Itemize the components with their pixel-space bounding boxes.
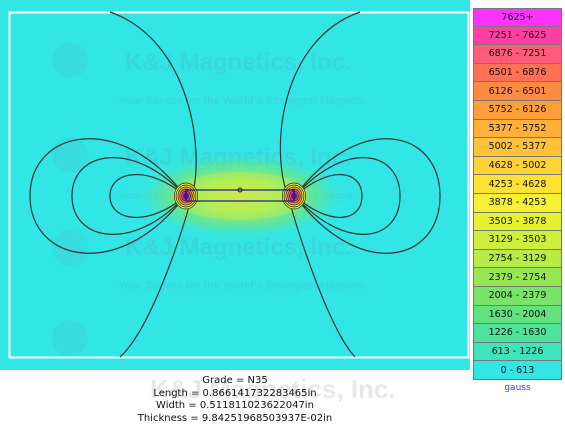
legend-band: 3503 - 3878 — [473, 212, 562, 232]
legend-band: 5377 - 5752 — [473, 119, 562, 139]
length-text: Length = 0.866141732283465in — [153, 387, 317, 399]
legend-band-label: 613 - 1226 — [491, 345, 544, 357]
thickness-text: Thickness = 9.84251968503937E-02in — [137, 412, 333, 424]
legend-band: 3878 - 4253 — [473, 193, 562, 213]
magnet-specs: Grade = N35 Length = 0.866141732283465in… — [0, 375, 470, 425]
legend-band: 1226 - 1630 — [473, 324, 562, 343]
watermark-tagline: Your Source for the World's Strongest Ma… — [118, 280, 365, 292]
legend-band-label: 4628 - 5002 — [488, 160, 547, 172]
legend-band-label: 4253 - 4628 — [488, 178, 547, 190]
field-line — [71, 157, 186, 235]
legend-band-label: 5752 - 6126 — [488, 104, 547, 116]
legend-band-label: 0 - 613 — [500, 364, 535, 376]
legend-band: 5002 - 5377 — [473, 138, 562, 157]
field-glow-core — [172, 172, 308, 220]
field-line — [294, 174, 363, 218]
legend-band-label: 2754 - 3129 — [488, 253, 547, 265]
legend-band: 7625+ — [473, 8, 562, 27]
watermark-logo-icon — [52, 137, 88, 173]
legend-band: 0 - 613 — [473, 361, 562, 380]
legend-band-label: 7251 - 7625 — [488, 29, 547, 41]
legend-band: 1630 - 2004 — [473, 305, 562, 325]
legend-band-label: 1630 - 2004 — [488, 308, 547, 320]
width-text: Width = 0.511811023622047in — [156, 400, 314, 411]
watermark-logo-icon — [52, 230, 88, 266]
legend-band: 4628 - 5002 — [473, 156, 562, 176]
field-legend: 7625+ 7251 - 7625 6876 - 7251 6501 - 6876 61… — [473, 8, 563, 393]
legend-band: 6126 - 6501 — [473, 82, 562, 101]
legend-band: 2754 - 3129 — [473, 249, 562, 269]
watermark-brand: K&J Magnetics, Inc. — [125, 49, 352, 76]
legend-band-label: 2004 - 2379 — [488, 290, 547, 302]
legend-band-label: 3503 - 3878 — [488, 215, 547, 227]
grade-text: Grade = N35 — [202, 375, 268, 386]
legend-band-label: 3129 - 3503 — [488, 234, 547, 246]
legend-band: 3129 - 3503 — [473, 231, 562, 250]
legend-band: 2379 - 2754 — [473, 268, 562, 287]
field-line — [29, 138, 186, 254]
legend-band-label: 6876 - 7251 — [488, 48, 547, 60]
field-line — [294, 138, 441, 254]
field-line — [109, 174, 186, 218]
field-plot: K&J Magnetics, Inc. Your Source for the W… — [0, 0, 470, 370]
magnet-center-dot — [237, 187, 243, 193]
legend-band-label: 6501 - 6876 — [488, 67, 547, 79]
magnet-outline — [185, 187, 295, 202]
legend-band-label: 2379 - 2754 — [488, 271, 547, 283]
legend-band-label: 3878 - 4253 — [488, 197, 547, 209]
legend-band: 5752 - 6126 — [473, 100, 562, 120]
legend-band: 6876 - 7251 — [473, 45, 562, 64]
watermark-logo-icon — [52, 42, 88, 78]
legend-band: 4253 - 4628 — [473, 175, 562, 194]
watermark-tagline: Your Source for the World's Strongest Ma… — [118, 95, 365, 107]
legend-unit: gauss — [504, 382, 531, 393]
legend-band-label: 5002 - 5377 — [488, 141, 547, 153]
legend-band: 2004 - 2379 — [473, 286, 562, 306]
info-watermark: K&J Magnetics, Inc. — [150, 374, 396, 404]
watermark-logo-icon — [52, 320, 88, 356]
legend-band-label: 1226 - 1630 — [488, 327, 547, 339]
legend-band: 6501 - 6876 — [473, 63, 562, 83]
plot-border — [8, 11, 470, 359]
legend-band: 7251 - 7625 — [473, 26, 562, 46]
field-line — [294, 157, 401, 235]
legend-band-label: 5377 - 5752 — [488, 122, 547, 134]
legend-band: 613 - 1226 — [473, 342, 562, 362]
legend-band-label: 6126 - 6501 — [488, 85, 547, 97]
legend-band-label: 7625+ — [501, 11, 534, 23]
